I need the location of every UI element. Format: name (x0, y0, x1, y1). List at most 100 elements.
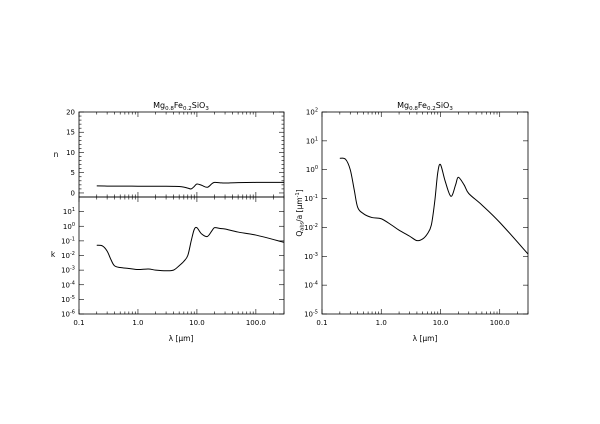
panel-q-ytick-exp: -1 (313, 194, 318, 200)
panel-k-ytick-exp: -2 (70, 251, 75, 257)
panel-q-title-fe: Fe (418, 101, 427, 110)
panel-q-ytick-exp: -5 (313, 310, 318, 316)
panel-k-curve (96, 226, 285, 272)
panel-k-ytick-base: 10 (63, 223, 72, 231)
panel-q-ytick-label: 100 (306, 165, 318, 174)
panel-k-ytick-base: 10 (61, 281, 70, 289)
panel-n-title-mg-sub: 0.8 (165, 106, 174, 112)
panel-q-ytick-label: 101 (306, 136, 318, 145)
panel-k-ytick-exp: -5 (70, 295, 75, 301)
panel-q-ytick-label: 102 (306, 108, 318, 117)
panel-k-ylabel: k (51, 250, 56, 259)
panel-q-xticks: 0.1 1.0 10.0 100.0 (316, 112, 529, 327)
panel-k-ytick-label: 10-5 (61, 295, 75, 304)
panel-k-ytick-label: 10-3 (61, 266, 75, 275)
panel-q-ytick-label: 10-1 (304, 194, 318, 203)
panel-q-title-fe-sub: 0.2 (427, 106, 436, 112)
panel-k-ytick-label: 101 (63, 207, 75, 216)
panel-q-title-mg: Mg (397, 101, 409, 110)
panel-n-ytick-label: 0 (71, 189, 75, 197)
panel-n-title: Mg0.8Fe0.2SiO3 (153, 101, 209, 112)
panel-q-xlabel-lambda: λ (413, 334, 418, 343)
panel-q-ylabel-sub: abs (300, 221, 306, 230)
panel-q-xlabel: λ [μm] (413, 334, 438, 343)
panel-n-yticks: 0 5 10 15 20 (66, 109, 284, 197)
panel-q-xtick-label: 1.0 (376, 319, 387, 327)
panel-q-xtick-label: 0.1 (316, 319, 327, 327)
panel-k-ytick-exp: -1 (70, 236, 75, 242)
panel-k-ytick-exp: -3 (70, 266, 75, 272)
panel-n-title-fe: Fe (174, 101, 183, 110)
panel-k-ytick-label: 10-6 (61, 310, 75, 319)
panel-q-ylabel-q: Q (295, 231, 304, 237)
panel-k-ytick-base: 10 (61, 237, 70, 245)
panel-k-ytick-exp: 0 (72, 222, 75, 228)
panel-q-ytick-exp: -2 (313, 223, 318, 229)
panel-k-ytick-exp: -4 (70, 280, 75, 286)
panel-n-ytick-label: 20 (66, 109, 75, 117)
panel-q-ytick-base: 10 (304, 311, 313, 319)
panel-k-ytick-exp: -6 (70, 310, 75, 316)
panel-q-ytick-exp: -4 (313, 281, 318, 287)
panel-q-title: Mg0.8Fe0.2SiO3 (397, 101, 453, 112)
panel-q-ytick-label: 10-5 (304, 310, 318, 319)
panel-n-ytick-label: 15 (66, 129, 75, 137)
panel-k-xlabel: λ [μm] (169, 334, 194, 343)
panel-n-title-mg: Mg (153, 101, 165, 110)
panel-q-ytick-base: 10 (304, 195, 313, 203)
panel-n-title-fe-sub: 0.2 (183, 106, 192, 112)
panel-q-ytick-label: 10-2 (304, 223, 318, 232)
panel-q-xtick-label: 100.0 (490, 319, 510, 327)
panel-q-ylabel-sup: -1 (295, 192, 301, 197)
panel-k-ytick-base: 10 (61, 267, 70, 275)
panel-q-ytick-base: 10 (306, 166, 315, 174)
panel-q-ytick-base: 10 (306, 137, 315, 145)
panel-n-ytick-label: 10 (66, 149, 75, 157)
panel-n-ytick-label: 5 (71, 169, 75, 177)
panel-k-ytick-base: 10 (61, 252, 70, 260)
panel-k-xlabel-lambda: λ (169, 334, 174, 343)
panel-q-title-sio: SiO (436, 101, 450, 110)
panel-q-ytick-exp: 0 (315, 165, 318, 171)
panel-qabs: Mg0.8Fe0.2SiO3 Qabs/a [μm-1] 10-510-410-… (295, 101, 529, 343)
panel-q-ytick-base: 10 (304, 253, 313, 261)
panel-k-xtick-label: 100.0 (246, 319, 266, 327)
panel-k-xlabel-unit: [μm] (175, 334, 193, 343)
panel-q-xtick-label: 10.0 (433, 319, 449, 327)
panel-k-xtick-label: 0.1 (73, 319, 84, 327)
panel-q-ytick-exp: -3 (313, 252, 318, 258)
panel-k-ytick-label: 100 (63, 222, 75, 231)
panel-q-ylabel: Qabs/a [μm-1] (295, 189, 306, 236)
panel-q-ytick-base: 10 (306, 109, 315, 117)
panel-k-ytick-label: 10-2 (61, 251, 75, 260)
panel-q-ylabel-rest: /a [μm (295, 197, 304, 222)
panel-k-ytick-base: 10 (61, 311, 70, 319)
panel-k-xtick-label: 10.0 (189, 319, 205, 327)
panel-q-ytick-base: 10 (304, 282, 313, 290)
panel-k-ytick-base: 10 (63, 208, 72, 216)
panel-n-ylabel: n (54, 150, 59, 159)
panel-n-title-sio-sub: 3 (205, 106, 209, 112)
panel-q-ytick-label: 10-4 (304, 281, 318, 290)
panel-q-curve (339, 157, 529, 255)
panel-q-ytick-base: 10 (304, 224, 313, 232)
panel-n-curve (96, 181, 285, 190)
panel-k-ytick-label: 10-4 (61, 280, 75, 289)
panel-q-title-mg-sub: 0.8 (409, 106, 418, 112)
panel-q-title-sio-sub: 3 (449, 106, 453, 112)
panel-k-xtick-label: 1.0 (132, 319, 143, 327)
panel-q-ytick-label: 10-3 (304, 252, 318, 261)
panel-q-ytick-exp: 1 (315, 136, 318, 142)
panel-k-ytick-exp: 1 (72, 207, 75, 213)
panel-k-ytick-label: 10-1 (61, 236, 75, 245)
panel-refractive-index-n: Mg0.8Fe0.2SiO3 n 0 5 10 15 20 (54, 101, 285, 197)
panel-q-frame (321, 111, 529, 315)
panel-k-xticks: 0.1 1.0 10.0 100.0 (73, 197, 285, 327)
panel-n-title-sio: SiO (192, 101, 206, 110)
panel-q-ylabel-close: ] (295, 189, 304, 192)
panel-n-xticks (78, 112, 285, 197)
